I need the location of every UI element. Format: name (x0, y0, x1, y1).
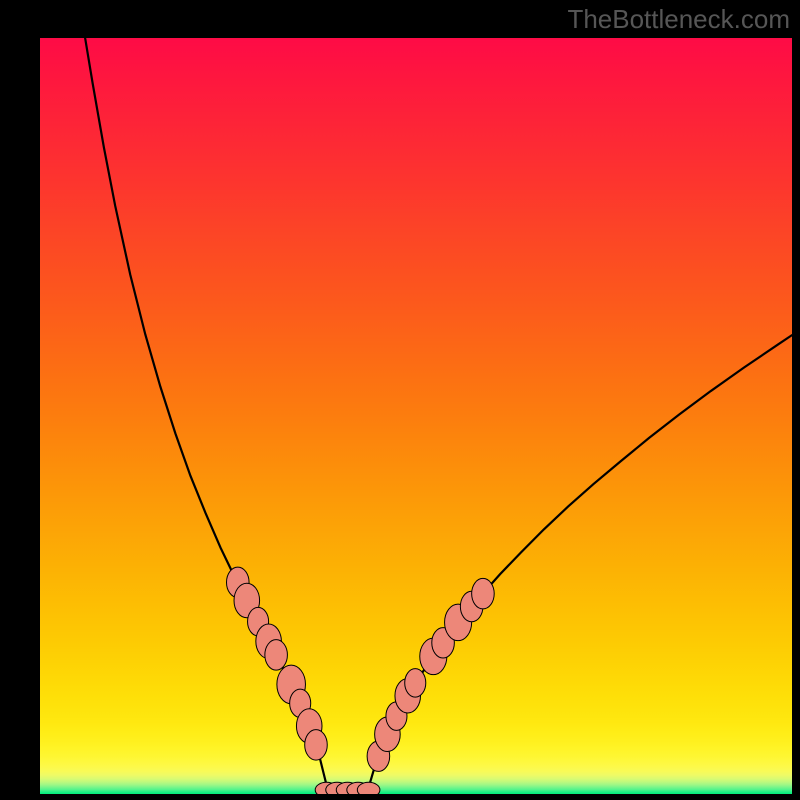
plot-area (40, 38, 792, 794)
watermark-text: TheBottleneck.com (567, 4, 790, 35)
data-marker-left (265, 640, 288, 670)
data-marker-left (305, 730, 328, 760)
data-marker-right (472, 578, 495, 608)
chart-container: TheBottleneck.com (0, 0, 800, 800)
data-marker-right (405, 669, 426, 697)
data-marker-floor (357, 782, 380, 794)
chart-svg (40, 38, 792, 794)
